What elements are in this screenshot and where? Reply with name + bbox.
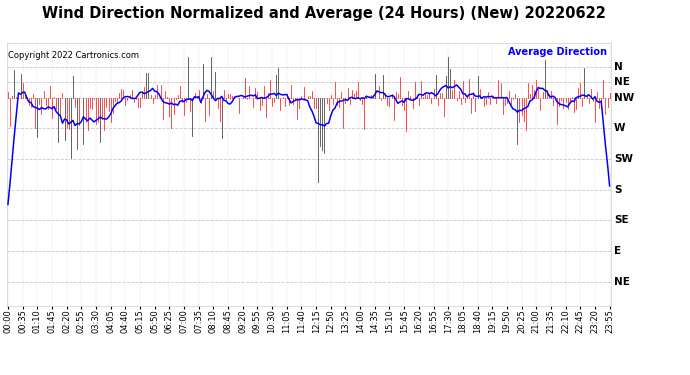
Text: N: N (614, 62, 623, 72)
Text: S: S (614, 185, 622, 195)
Text: W: W (614, 123, 626, 134)
Text: SE: SE (614, 215, 629, 225)
Text: Wind Direction Normalized and Average (24 Hours) (New) 20220622: Wind Direction Normalized and Average (2… (42, 6, 607, 21)
Text: NE: NE (614, 277, 630, 287)
Text: Average Direction: Average Direction (509, 47, 607, 57)
Text: Copyright 2022 Cartronics.com: Copyright 2022 Cartronics.com (8, 51, 139, 60)
Text: E: E (614, 246, 621, 256)
Text: NW: NW (614, 93, 634, 103)
Text: SW: SW (614, 154, 633, 164)
Text: NE: NE (614, 77, 630, 87)
